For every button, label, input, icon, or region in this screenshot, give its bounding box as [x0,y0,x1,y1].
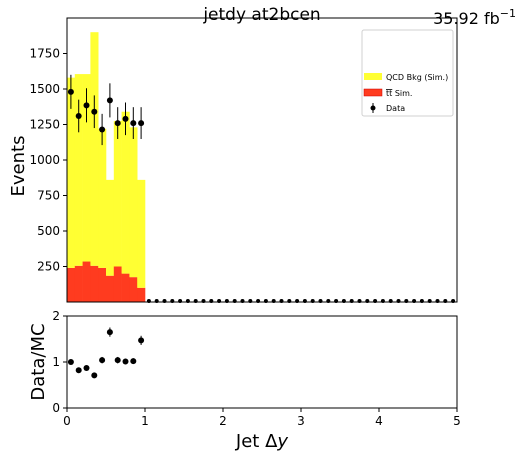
ratio-point [114,357,121,364]
main-y-label: Events [8,136,29,197]
qcd-bar [90,32,99,266]
qcd-bar [98,128,107,268]
legend-ttbar-main: tt [386,89,392,98]
x-tick-label: 4 [375,414,383,428]
ratio-point [91,372,98,379]
x-tick-label: 1 [141,414,149,428]
data-point [75,112,82,119]
ratio-point [138,337,145,344]
ratio-point [67,359,74,365]
ttbar-bar [90,265,99,302]
ratio-points [67,327,145,379]
ratio-panel: 0 1 2 0 1 2 3 4 5 Data/MC Jet Δy [28,309,461,452]
data-point [114,120,121,127]
main-y-tick-label: 1000 [29,153,60,167]
data-point [67,88,74,95]
qcd-bar [129,127,138,278]
main-y-ticks: 250 500 750 1000 1250 1500 1750 [29,47,67,274]
main-panel: 250 500 750 1000 1250 1500 1750 Events QCD Bkg… [8,17,458,303]
qcd-bar [82,74,91,262]
ttbar-bar [67,267,76,302]
ratio-y-tick-label: 2 [52,309,60,323]
ratio-y-tick-label: 1 [52,355,60,369]
legend-box [361,29,454,117]
data-point [91,108,98,115]
qcd-bar [106,179,115,276]
x-tick-label: 0 [63,414,71,428]
legend-qcd-label: QCD Bkg (Sim.) [386,73,448,82]
ratio-y-ticks: 0 1 2 [52,309,67,415]
legend-qcd-swatch [364,73,382,80]
legend-data-label: Data [386,104,405,113]
ttbar-bar [121,273,130,302]
x-axis-label: Jet Δy [235,431,288,452]
x-tick-label: 5 [453,414,461,428]
ratio-y-label: Data/MC [28,323,49,400]
ttbar-bar [74,265,83,302]
data-point [130,120,137,127]
main-y-tick-label: 250 [37,260,60,274]
ttbar-bar [106,275,115,302]
x-tick-label: 2 [219,414,227,428]
data-point [99,126,106,133]
qcd-bar [121,111,130,274]
main-y-tick-label: 500 [37,224,60,238]
qcd-bar [137,179,146,288]
luminosity-exponent: −1 [500,7,516,20]
main-y-tick-label: 1750 [29,47,60,61]
ttbar-bar [137,287,146,302]
ttbar-bar [113,266,122,302]
x-axis-label-italic: y [276,431,288,452]
ttbar-bar [129,277,138,302]
qcd-bar [74,74,83,266]
data-point [83,102,90,109]
legend-ttbar-rest: Sim. [392,89,412,98]
ratio-point [122,358,129,365]
main-y-tick-label: 1500 [29,82,60,96]
ttbar-bar [82,261,91,302]
stacked-bars [67,32,146,302]
x-axis-label-main: Jet Δ [235,431,278,452]
main-y-tick-label: 750 [37,189,60,203]
ratio-point [83,364,90,371]
ratio-point [99,357,106,364]
luminosity-label: 35.92 fb−1 [433,7,516,28]
ratio-point [106,329,113,336]
ratio-point [75,367,82,374]
legend: QCD Bkg (Sim.) tt Sim. Data [361,29,454,117]
luminosity-value: 35.92 fb [433,9,500,28]
data-point [138,120,145,127]
qcd-bar [113,120,122,267]
ttbar-bar [98,267,107,302]
legend-ttbar-swatch [363,88,383,97]
data-point [106,97,113,104]
data-point [122,115,129,122]
chart-title: jetdy at2bcen [202,5,320,25]
main-y-tick-label: 1250 [29,118,60,132]
x-tick-label: 3 [297,414,305,428]
qcd-bar [67,77,76,268]
ratio-point [130,358,137,365]
legend-data-marker [370,105,376,111]
ratio-y-tick-label: 0 [52,401,60,415]
legend-ttbar-label: tt Sim. [386,89,412,98]
ratio-x-ticks: 0 1 2 3 4 5 [63,408,461,428]
